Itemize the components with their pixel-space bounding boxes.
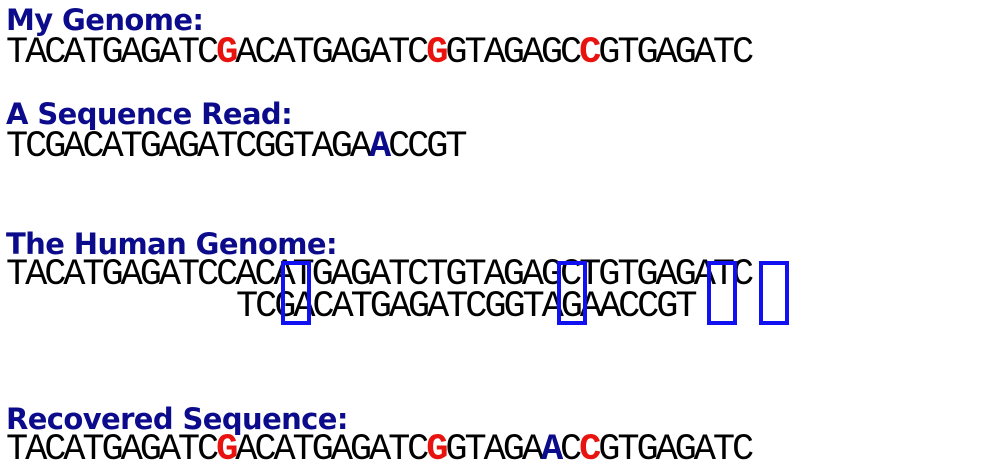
my-genome-sequence: TACATGAGATCGACATGAGATCGGTAGAGCCGTGAGATC (6, 32, 754, 74)
base-segment: GTAGAGC (445, 32, 582, 74)
highlighted-base: G (216, 429, 238, 471)
recovered-sequence: TACATGAGATCGACATGAGATCGGTAGAACCGTGAGATC (6, 429, 754, 471)
mismatch-box (281, 261, 311, 325)
highlighted-base: A (368, 126, 391, 168)
highlighted-base: G (426, 32, 448, 74)
mismatch-box (759, 261, 789, 325)
base-segment: C (560, 429, 582, 471)
mismatch-box (557, 261, 587, 325)
base-segment: CCGT (388, 126, 468, 168)
sequence-read-sequence: TCGACATGAGATCGGTAGAACCGT (6, 126, 468, 168)
base-segment: TCGACATGAGATCGGTAGA (6, 126, 372, 168)
base-segment: GTGAGATC (598, 32, 754, 74)
base-segment: ACATGAGATC (235, 32, 429, 74)
highlighted-base: C (579, 429, 601, 471)
my-genome-heading: My Genome: (6, 3, 204, 37)
base-segment: TACATGAGATC (6, 32, 219, 74)
human-genome-reference-sequence: TACATGAGATCCACATGAGATCTGTAGAGCTGTGAGATC (6, 254, 754, 296)
mismatch-box (707, 261, 737, 325)
base-segment: GTAGA (445, 429, 544, 471)
highlighted-base: A (540, 429, 563, 471)
aligned-read-sequence: TCGACATGAGATCGGTAGAACCGT (236, 286, 698, 328)
sequence-read-heading: A Sequence Read: (6, 97, 293, 131)
highlighted-base: C (579, 32, 601, 74)
base-segment: ACATGAGATC (235, 429, 429, 471)
highlighted-base: G (426, 429, 448, 471)
base-segment: GTGAGATC (598, 429, 754, 471)
highlighted-base: G (216, 32, 238, 74)
recovered-sequence-heading: Recovered Sequence: (6, 402, 348, 436)
human-genome-heading: The Human Genome: (6, 227, 338, 261)
base-segment: TACATGAGATC (6, 429, 219, 471)
